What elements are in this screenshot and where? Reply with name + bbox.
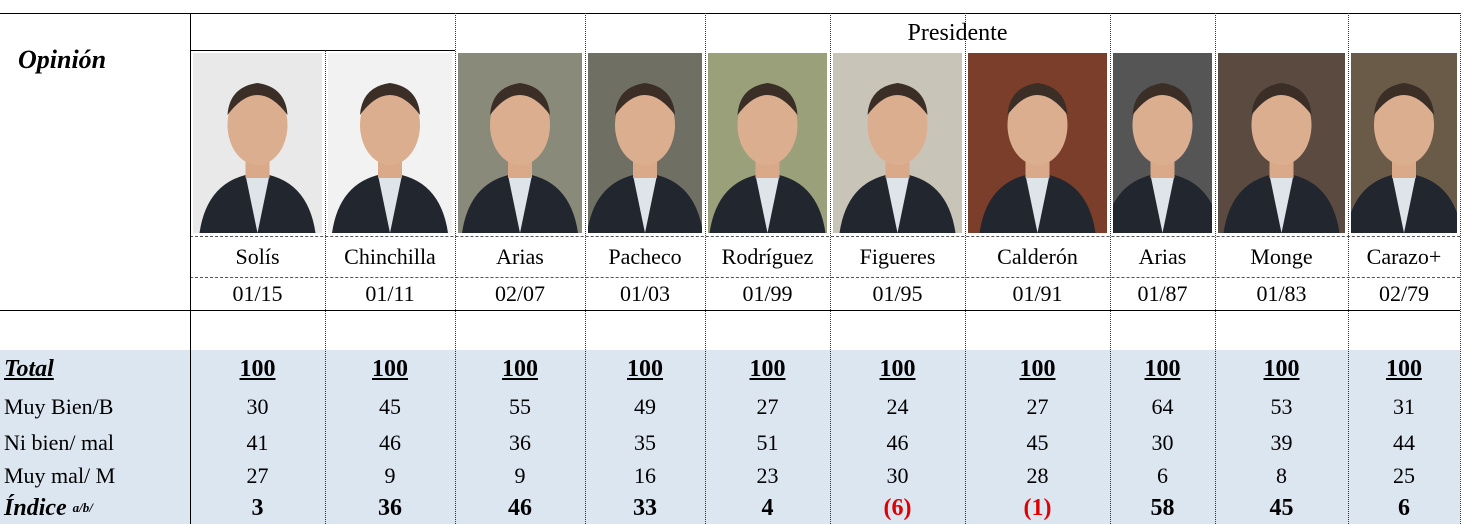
table-value: 53 xyxy=(1215,389,1348,425)
table-value: 24 xyxy=(830,389,965,425)
table-value: 6 xyxy=(1348,492,1460,524)
table-value: 33 xyxy=(585,492,705,524)
row-label: Muy mal/ M xyxy=(0,460,190,492)
column-divider xyxy=(1460,13,1461,524)
survey-date: 01/91 xyxy=(965,278,1110,309)
table-value: 16 xyxy=(585,460,705,492)
president-name: Carazo+ xyxy=(1348,237,1460,277)
row-label-text: Índice xyxy=(4,495,67,522)
table-value: 100 xyxy=(1348,350,1460,389)
president-name: Arias xyxy=(455,237,585,277)
table-value: 35 xyxy=(585,425,705,460)
section-line xyxy=(0,310,1460,311)
opinion-header: Opinión xyxy=(0,40,190,80)
table-value: 41 xyxy=(190,425,325,460)
table-value: 46 xyxy=(830,425,965,460)
table-value: 27 xyxy=(190,460,325,492)
table-value: 58 xyxy=(1110,492,1215,524)
table-value: 45 xyxy=(965,425,1110,460)
presidente-header: Presidente xyxy=(455,13,1460,53)
table-value: 3 xyxy=(190,492,325,524)
president-name: Pacheco xyxy=(585,237,705,277)
table-value: 36 xyxy=(325,492,455,524)
survey-date: 01/87 xyxy=(1110,278,1215,309)
survey-date: 02/79 xyxy=(1348,278,1460,309)
portrait xyxy=(193,53,322,233)
table-value: 30 xyxy=(1110,425,1215,460)
table-value: 25 xyxy=(1348,460,1460,492)
survey-date: 01/95 xyxy=(830,278,965,309)
row-label: Índice a/b/ xyxy=(0,492,190,524)
table-value: 30 xyxy=(190,389,325,425)
header-line xyxy=(190,50,455,51)
row-label-text: Total xyxy=(4,356,54,383)
table-value: 27 xyxy=(705,389,830,425)
table-value: 9 xyxy=(455,460,585,492)
survey-date: 02/07 xyxy=(455,278,585,309)
row-label-superscript: a/b/ xyxy=(73,500,93,516)
table-value: (1) xyxy=(965,492,1110,524)
table-value: 46 xyxy=(455,492,585,524)
row-label: Total xyxy=(0,350,190,389)
portrait xyxy=(833,53,962,233)
table-value: 100 xyxy=(1215,350,1348,389)
table-value: 100 xyxy=(190,350,325,389)
table-value: 44 xyxy=(1348,425,1460,460)
table-value: 45 xyxy=(1215,492,1348,524)
table-value: 51 xyxy=(705,425,830,460)
portrait xyxy=(708,53,827,233)
president-name: Monge xyxy=(1215,237,1348,277)
table-value: 55 xyxy=(455,389,585,425)
row-label: Muy Bien/B xyxy=(0,389,190,425)
opinion-table: Opinión Presidente xyxy=(0,0,1464,524)
table-value: 100 xyxy=(585,350,705,389)
table-value: 100 xyxy=(830,350,965,389)
table-value: 45 xyxy=(325,389,455,425)
president-name: Figueres xyxy=(830,237,965,277)
table-value: 100 xyxy=(705,350,830,389)
table-value: 39 xyxy=(1215,425,1348,460)
table-value: 9 xyxy=(325,460,455,492)
portrait xyxy=(968,53,1107,233)
table-value: 100 xyxy=(965,350,1110,389)
survey-date: 01/03 xyxy=(585,278,705,309)
president-name: Rodríguez xyxy=(705,237,830,277)
president-name: Arias xyxy=(1110,237,1215,277)
table-value: 28 xyxy=(965,460,1110,492)
table-value: 8 xyxy=(1215,460,1348,492)
portrait xyxy=(328,53,452,233)
survey-date: 01/11 xyxy=(325,278,455,309)
table-value: 46 xyxy=(325,425,455,460)
survey-date: 01/83 xyxy=(1215,278,1348,309)
table-value: 30 xyxy=(830,460,965,492)
table-value: 49 xyxy=(585,389,705,425)
row-label: Ni bien/ mal xyxy=(0,425,190,460)
portrait xyxy=(458,53,582,233)
table-value: 100 xyxy=(325,350,455,389)
table-value: 27 xyxy=(965,389,1110,425)
table-value: 4 xyxy=(705,492,830,524)
row-label-text: Muy Bien/B xyxy=(4,394,113,420)
table-value: 6 xyxy=(1110,460,1215,492)
survey-date: 01/99 xyxy=(705,278,830,309)
table-value: 64 xyxy=(1110,389,1215,425)
president-name: Chinchilla xyxy=(325,237,455,277)
table-value: 100 xyxy=(455,350,585,389)
survey-date: 01/15 xyxy=(190,278,325,309)
portrait xyxy=(1113,53,1212,233)
president-name: Solís xyxy=(190,237,325,277)
portrait xyxy=(588,53,702,233)
president-name: Calderón xyxy=(965,237,1110,277)
table-value: 31 xyxy=(1348,389,1460,425)
portrait xyxy=(1351,53,1457,233)
row-label-text: Muy mal/ M xyxy=(4,463,115,489)
table-value: (6) xyxy=(830,492,965,524)
row-label-text: Ni bien/ mal xyxy=(4,430,114,456)
table-value: 36 xyxy=(455,425,585,460)
portrait xyxy=(1218,53,1345,233)
table-value: 23 xyxy=(705,460,830,492)
table-value: 100 xyxy=(1110,350,1215,389)
